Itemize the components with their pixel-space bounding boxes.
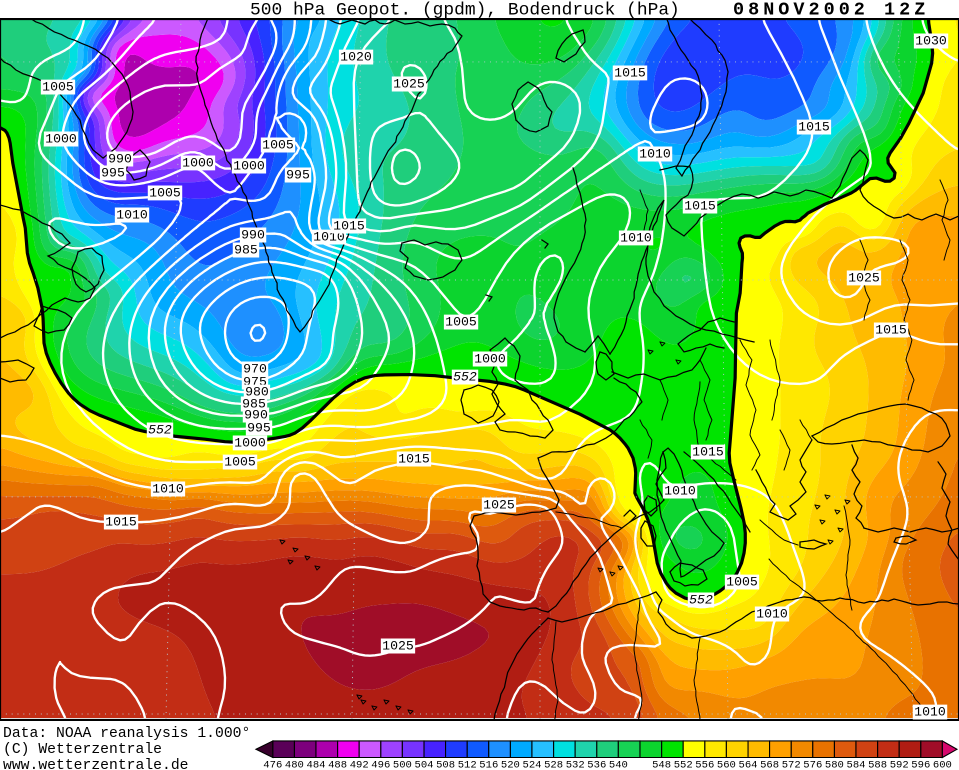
svg-text:2: 2 [854,0,865,20]
svg-text:576: 576 [803,759,822,770]
svg-text:1010: 1010 [639,146,671,161]
svg-text:1025: 1025 [393,76,425,91]
svg-text:990: 990 [108,151,132,166]
svg-text:1000: 1000 [233,158,265,173]
svg-text:1020: 1020 [340,49,372,64]
svg-text:970: 970 [243,361,267,376]
svg-text:524: 524 [523,759,542,770]
svg-text:568: 568 [760,759,779,770]
svg-text:512: 512 [458,759,477,770]
svg-text:995: 995 [101,165,125,180]
svg-text:520: 520 [501,759,520,770]
svg-text:1010: 1010 [756,606,788,621]
svg-text:1025: 1025 [382,638,414,653]
svg-text:990: 990 [241,227,265,242]
svg-text:1005: 1005 [42,79,74,94]
svg-text:0: 0 [733,0,744,20]
svg-text:985: 985 [234,242,258,257]
svg-text:592: 592 [890,759,909,770]
svg-text:516: 516 [479,759,498,770]
svg-text:572: 572 [782,759,801,770]
svg-text:1025: 1025 [848,270,880,285]
svg-text:564: 564 [738,759,757,770]
svg-text:980: 980 [245,384,269,399]
svg-text:556: 556 [695,759,714,770]
svg-text:1000: 1000 [234,435,266,450]
svg-text:596: 596 [911,759,930,770]
svg-text:1015: 1015 [798,119,830,134]
svg-text:484: 484 [307,759,326,770]
svg-text:1010: 1010 [116,207,148,222]
svg-text:V: V [793,0,805,20]
svg-text:532: 532 [566,759,585,770]
svg-text:1010: 1010 [914,704,946,719]
svg-text:1: 1 [884,0,895,20]
svg-text:492: 492 [350,759,369,770]
svg-text:500 hPa Geopot. (gpdm), Bodend: 500 hPa Geopot. (gpdm), Bodendruck (hPa) [250,0,680,20]
svg-text:1015: 1015 [684,198,716,213]
svg-text:1005: 1005 [262,137,294,152]
svg-text:476: 476 [263,759,282,770]
svg-text:1015: 1015 [398,451,430,466]
svg-text:1030: 1030 [915,33,947,48]
svg-text:995: 995 [286,167,310,182]
svg-text:504: 504 [415,759,434,770]
svg-text:Z: Z [914,0,925,20]
svg-text:496: 496 [371,759,390,770]
svg-text:1005: 1005 [224,454,256,469]
svg-text:1005: 1005 [445,314,477,329]
svg-text:(C) Wetterzentrale: (C) Wetterzentrale [3,742,162,758]
svg-text:1015: 1015 [105,514,137,529]
svg-text:1015: 1015 [614,65,646,80]
svg-text:2: 2 [809,0,820,20]
svg-text:552: 552 [689,592,713,607]
svg-text:1010: 1010 [620,230,652,245]
svg-text:1025: 1025 [483,497,515,512]
svg-text:O: O [778,0,789,20]
svg-text:552: 552 [674,759,693,770]
svg-text:1015: 1015 [692,444,724,459]
svg-text:580: 580 [825,759,844,770]
svg-text:508: 508 [436,759,455,770]
svg-text:488: 488 [328,759,347,770]
svg-text:1010: 1010 [664,483,696,498]
svg-text:600: 600 [933,759,952,770]
svg-text:N: N [763,0,774,20]
svg-text:995: 995 [247,420,271,435]
svg-text:8: 8 [748,0,759,20]
svg-text:500: 500 [393,759,412,770]
svg-text:536: 536 [587,759,606,770]
svg-text:1010: 1010 [152,481,184,496]
svg-text:990: 990 [244,407,268,422]
svg-text:0: 0 [839,0,850,20]
svg-text:548: 548 [652,759,671,770]
svg-text:1005: 1005 [726,574,758,589]
svg-text:Data: NOAA reanalysis 1.000°: Data: NOAA reanalysis 1.000° [3,726,250,742]
svg-text:540: 540 [609,759,628,770]
svg-text:584: 584 [847,759,866,770]
svg-text:552: 552 [453,369,477,384]
svg-text:1000: 1000 [182,155,214,170]
svg-text:2: 2 [899,0,910,20]
svg-text:1000: 1000 [474,351,506,366]
svg-text:0: 0 [824,0,835,20]
svg-text:1015: 1015 [875,322,907,337]
svg-text:588: 588 [868,759,887,770]
svg-text:552: 552 [148,422,172,437]
svg-text:1005: 1005 [149,185,181,200]
svg-text:www.wetterzentrale.de: www.wetterzentrale.de [3,758,189,770]
svg-text:560: 560 [717,759,736,770]
svg-text:1015: 1015 [333,218,365,233]
svg-text:1000: 1000 [45,131,77,146]
svg-text:480: 480 [285,759,304,770]
svg-text:528: 528 [544,759,563,770]
